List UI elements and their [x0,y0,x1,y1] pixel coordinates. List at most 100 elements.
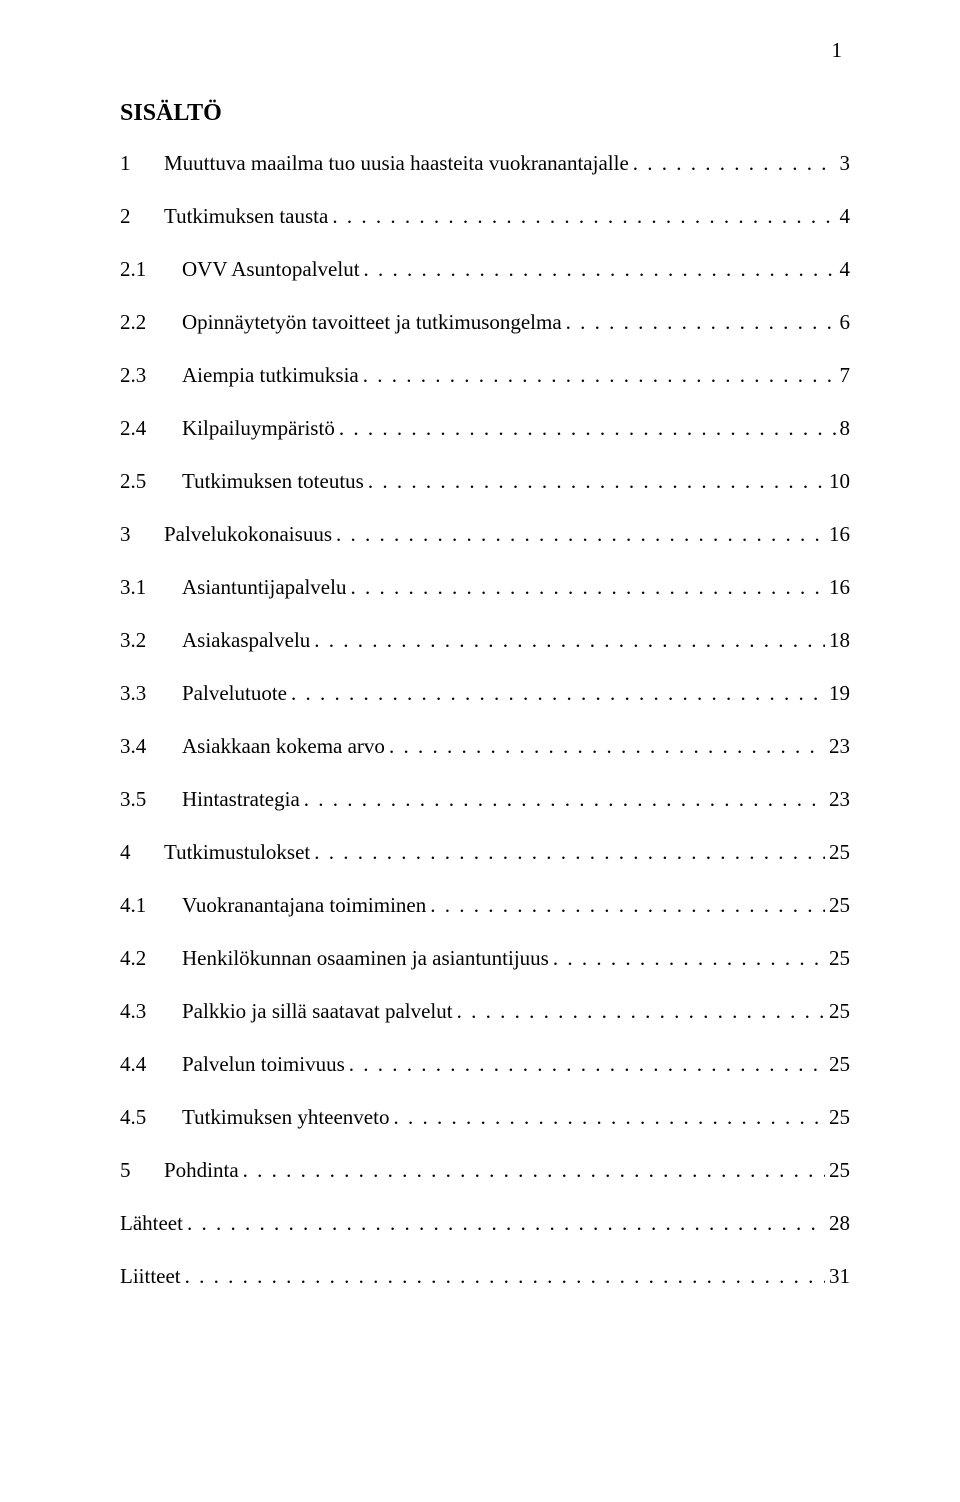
toc-entry-dot-leaders: . . . . . . . . . . . . . . . . . . . . … [346,577,825,598]
toc-entry-label: OVV Asuntopalvelut [182,259,360,280]
toc-entry-number: 2 [120,206,164,227]
toc-entry-label: Lähteet [120,1213,183,1234]
toc-entry-dot-leaders: . . . . . . . . . . . . . . . . . . . . … [310,842,825,863]
toc-entry-dot-leaders: . . . . . . . . . . . . . . . . . . . . … [549,948,825,969]
toc-entry-page: 16 [825,577,850,598]
toc-entry-number: 3.5 [120,789,182,810]
toc-entry-number: 3.1 [120,577,182,598]
toc-entry-number: 4.2 [120,948,182,969]
toc-entry-label: Palvelutuote [182,683,287,704]
toc-entry: 2.4Kilpailuympäristö. . . . . . . . . . … [120,418,850,439]
toc-entry-dot-leaders: . . . . . . . . . . . . . . . . . . . . … [629,153,836,174]
toc-entry: 3.3Palvelutuote. . . . . . . . . . . . .… [120,683,850,704]
toc-entry-label: Palkkio ja sillä saatavat palvelut [182,1001,453,1022]
toc-entry-label: Aiempia tutkimuksia [182,365,359,386]
toc-entry: 2.3Aiempia tutkimuksia. . . . . . . . . … [120,365,850,386]
toc-entry: 4.3Palkkio ja sillä saatavat palvelut. .… [120,1001,850,1022]
toc-entry: 2.2Opinnäytetyön tavoitteet ja tutkimuso… [120,312,850,333]
toc-entry-dot-leaders: . . . . . . . . . . . . . . . . . . . . … [332,524,825,545]
toc-entry-dot-leaders: . . . . . . . . . . . . . . . . . . . . … [310,630,825,651]
toc-entry-label: Kilpailuympäristö [182,418,335,439]
toc-entry: 1Muuttuva maailma tuo uusia haasteita vu… [120,153,850,174]
toc-entry-number: 2.2 [120,312,182,333]
toc-entry-label: Vuokranantajana toimiminen [182,895,426,916]
toc-entry-page: 4 [836,206,851,227]
toc-entry-page: 25 [825,1107,850,1128]
toc-entry: 2.1OVV Asuntopalvelut. . . . . . . . . .… [120,259,850,280]
toc-entry: Liitteet. . . . . . . . . . . . . . . . … [120,1266,850,1287]
toc-entry-label: Henkilökunnan osaaminen ja asiantuntijuu… [182,948,549,969]
toc-entry-page: 10 [825,471,850,492]
toc-entry-number: 4.3 [120,1001,182,1022]
toc-entry-number: 5 [120,1160,164,1181]
toc-entry-dot-leaders: . . . . . . . . . . . . . . . . . . . . … [239,1160,825,1181]
toc-entry-page: 16 [825,524,850,545]
toc-entry-label: Tutkimuksen toteutus [182,471,364,492]
toc-entry-dot-leaders: . . . . . . . . . . . . . . . . . . . . … [328,206,835,227]
toc-entry-dot-leaders: . . . . . . . . . . . . . . . . . . . . … [562,312,836,333]
toc-entry-label: Tutkimuksen yhteenveto [182,1107,389,1128]
toc-entry-label: Liitteet [120,1266,181,1287]
toc-entry: 2.5Tutkimuksen toteutus. . . . . . . . .… [120,471,850,492]
toc-entry-label: Asiantuntijapalvelu [182,577,346,598]
toc-entry-page: 3 [836,153,851,174]
toc-entry-page: 23 [825,736,850,757]
toc-entry: 3.5Hintastrategia. . . . . . . . . . . .… [120,789,850,810]
toc-entry-page: 23 [825,789,850,810]
toc-entry-label: Asiakaspalvelu [182,630,310,651]
toc-entry-page: 8 [836,418,851,439]
toc-entry-page: 7 [836,365,851,386]
toc-entry: 4.4Palvelun toimivuus. . . . . . . . . .… [120,1054,850,1075]
toc-entry: 4Tutkimustulokset. . . . . . . . . . . .… [120,842,850,863]
toc-entry-page: 6 [836,312,851,333]
page-number-top-right: 1 [832,38,843,63]
toc-entry: 2Tutkimuksen tausta. . . . . . . . . . .… [120,206,850,227]
toc-entry-dot-leaders: . . . . . . . . . . . . . . . . . . . . … [335,418,836,439]
page: 1 SISÄLTÖ 1Muuttuva maailma tuo uusia ha… [0,0,960,1502]
toc-entry-page: 18 [825,630,850,651]
toc-entry: 3.2Asiakaspalvelu. . . . . . . . . . . .… [120,630,850,651]
toc-entry-dot-leaders: . . . . . . . . . . . . . . . . . . . . … [345,1054,825,1075]
toc-entry-dot-leaders: . . . . . . . . . . . . . . . . . . . . … [385,736,825,757]
toc-entry-number: 4.5 [120,1107,182,1128]
toc-entry-dot-leaders: . . . . . . . . . . . . . . . . . . . . … [389,1107,825,1128]
toc-entry: 4.1Vuokranantajana toimiminen. . . . . .… [120,895,850,916]
toc-entry: Lähteet. . . . . . . . . . . . . . . . .… [120,1213,850,1234]
toc-entry-number: 3.3 [120,683,182,704]
toc-entry-dot-leaders: . . . . . . . . . . . . . . . . . . . . … [181,1266,825,1287]
toc-entry-label: Tutkimuksen tausta [164,206,328,227]
toc-entry: 3Palvelukokonaisuus. . . . . . . . . . .… [120,524,850,545]
toc-entry-dot-leaders: . . . . . . . . . . . . . . . . . . . . … [183,1213,825,1234]
toc-entry-label: Muuttuva maailma tuo uusia haasteita vuo… [164,153,629,174]
toc-entry: 3.4Asiakkaan kokema arvo. . . . . . . . … [120,736,850,757]
toc-entry-page: 4 [836,259,851,280]
toc-entry-dot-leaders: . . . . . . . . . . . . . . . . . . . . … [287,683,825,704]
toc-title: SISÄLTÖ [120,100,850,127]
toc-entry-page: 25 [825,895,850,916]
toc-entry-number: 3.4 [120,736,182,757]
toc-entry-dot-leaders: . . . . . . . . . . . . . . . . . . . . … [364,471,825,492]
toc-entry-number: 2.1 [120,259,182,280]
toc-entry-number: 3.2 [120,630,182,651]
toc-entry-label: Palvelun toimivuus [182,1054,345,1075]
toc-entry-page: 19 [825,683,850,704]
toc-entry-label: Palvelukokonaisuus [164,524,332,545]
toc-entry-number: 3 [120,524,164,545]
toc-entry: 3.1Asiantuntijapalvelu. . . . . . . . . … [120,577,850,598]
toc-entry: 4.5Tutkimuksen yhteenveto. . . . . . . .… [120,1107,850,1128]
toc-entry-label: Hintastrategia [182,789,300,810]
toc-entry-label: Opinnäytetyön tavoitteet ja tutkimusonge… [182,312,562,333]
toc-entry-dot-leaders: . . . . . . . . . . . . . . . . . . . . … [426,895,825,916]
toc-entry-number: 2.5 [120,471,182,492]
toc-entry-label: Asiakkaan kokema arvo [182,736,385,757]
toc-entry-label: Pohdinta [164,1160,239,1181]
toc-entry-number: 2.3 [120,365,182,386]
toc-entry-number: 4.1 [120,895,182,916]
toc-entry-number: 1 [120,153,164,174]
toc-entry-dot-leaders: . . . . . . . . . . . . . . . . . . . . … [359,365,836,386]
toc-entry-page: 25 [825,1054,850,1075]
toc-entry-page: 31 [825,1266,850,1287]
toc-entry-dot-leaders: . . . . . . . . . . . . . . . . . . . . … [453,1001,825,1022]
toc-entry-number: 2.4 [120,418,182,439]
toc-entry-label: Tutkimustulokset [164,842,310,863]
